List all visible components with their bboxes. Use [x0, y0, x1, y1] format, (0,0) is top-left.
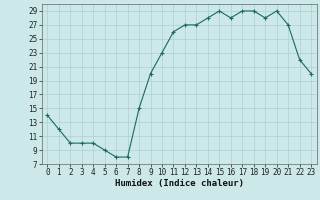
X-axis label: Humidex (Indice chaleur): Humidex (Indice chaleur)	[115, 179, 244, 188]
